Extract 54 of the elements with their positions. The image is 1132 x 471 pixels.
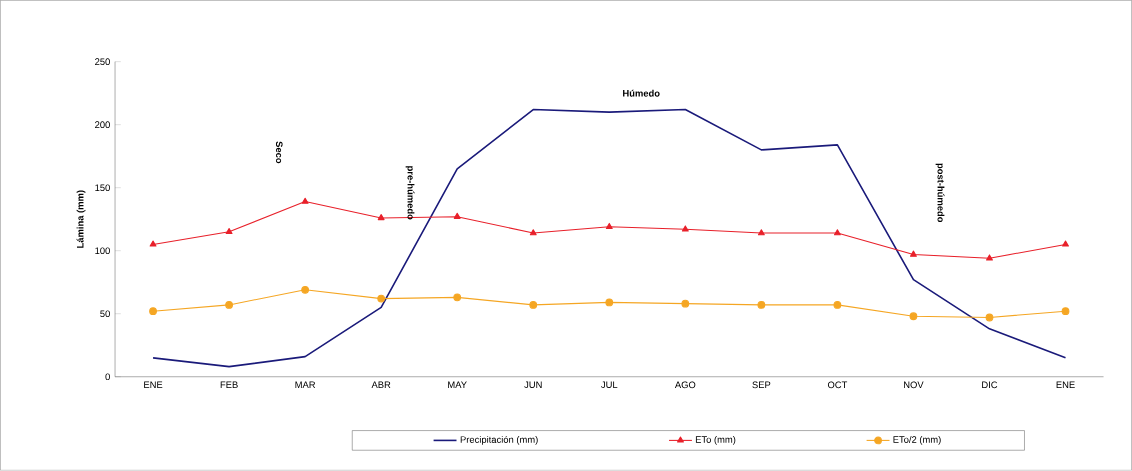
point [225, 228, 233, 235]
x-tick-label: NOV [904, 381, 924, 389]
point [149, 307, 157, 316]
point [605, 223, 613, 230]
point [301, 197, 309, 204]
x-tick-label: FEB [220, 381, 238, 389]
y-axis-title: Lámina (mm) [76, 190, 86, 248]
legend-label: Precipitación (mm) [460, 436, 538, 445]
point [1061, 307, 1070, 316]
x-tick-label: MAY [448, 381, 467, 389]
x-tick-label: ABR [371, 381, 391, 389]
x-tick-label: SEP [752, 381, 771, 389]
point [833, 229, 841, 236]
point [453, 293, 462, 302]
legend-label: ETo (mm) [695, 436, 736, 445]
y-tick-label: 250 [95, 58, 110, 66]
point [910, 250, 917, 257]
point [453, 212, 461, 220]
point [1062, 240, 1069, 247]
x-tick-label: JUN [524, 381, 542, 389]
point [377, 214, 385, 221]
y-tick-label: 100 [95, 247, 110, 255]
point [529, 301, 538, 309]
legend-label: ETo/2 (mm) [893, 436, 941, 445]
annotation: post-húmedo [935, 163, 945, 223]
annotation: pre-húmedo [405, 166, 415, 220]
point [225, 301, 233, 309]
y-tick-label: 0 [105, 373, 110, 381]
x-tick-label: ENE [144, 381, 163, 389]
x-tick-label: DIC [982, 381, 998, 389]
point [529, 229, 537, 236]
x-tick-label: JUL [601, 381, 618, 389]
x-tick-label: ENE [1056, 381, 1075, 389]
point [757, 301, 766, 309]
point [149, 240, 157, 247]
annotation: Húmedo [623, 89, 660, 97]
point [833, 301, 842, 309]
point [985, 313, 994, 322]
point [301, 286, 310, 294]
point [757, 229, 765, 236]
x-tick-label: OCT [827, 381, 848, 389]
point [377, 294, 386, 303]
point [986, 254, 993, 261]
point [909, 312, 918, 321]
annotation: Seco [275, 141, 283, 164]
y-tick-label: 50 [100, 310, 110, 318]
x-tick-label: MAR [295, 381, 316, 389]
y-tick-label: 200 [95, 121, 110, 129]
point [681, 225, 689, 232]
y-tick-label: 150 [95, 184, 110, 192]
point [605, 298, 614, 307]
point [681, 299, 690, 308]
x-tick-label: AGO [674, 381, 696, 389]
line-series [152, 108, 1067, 368]
